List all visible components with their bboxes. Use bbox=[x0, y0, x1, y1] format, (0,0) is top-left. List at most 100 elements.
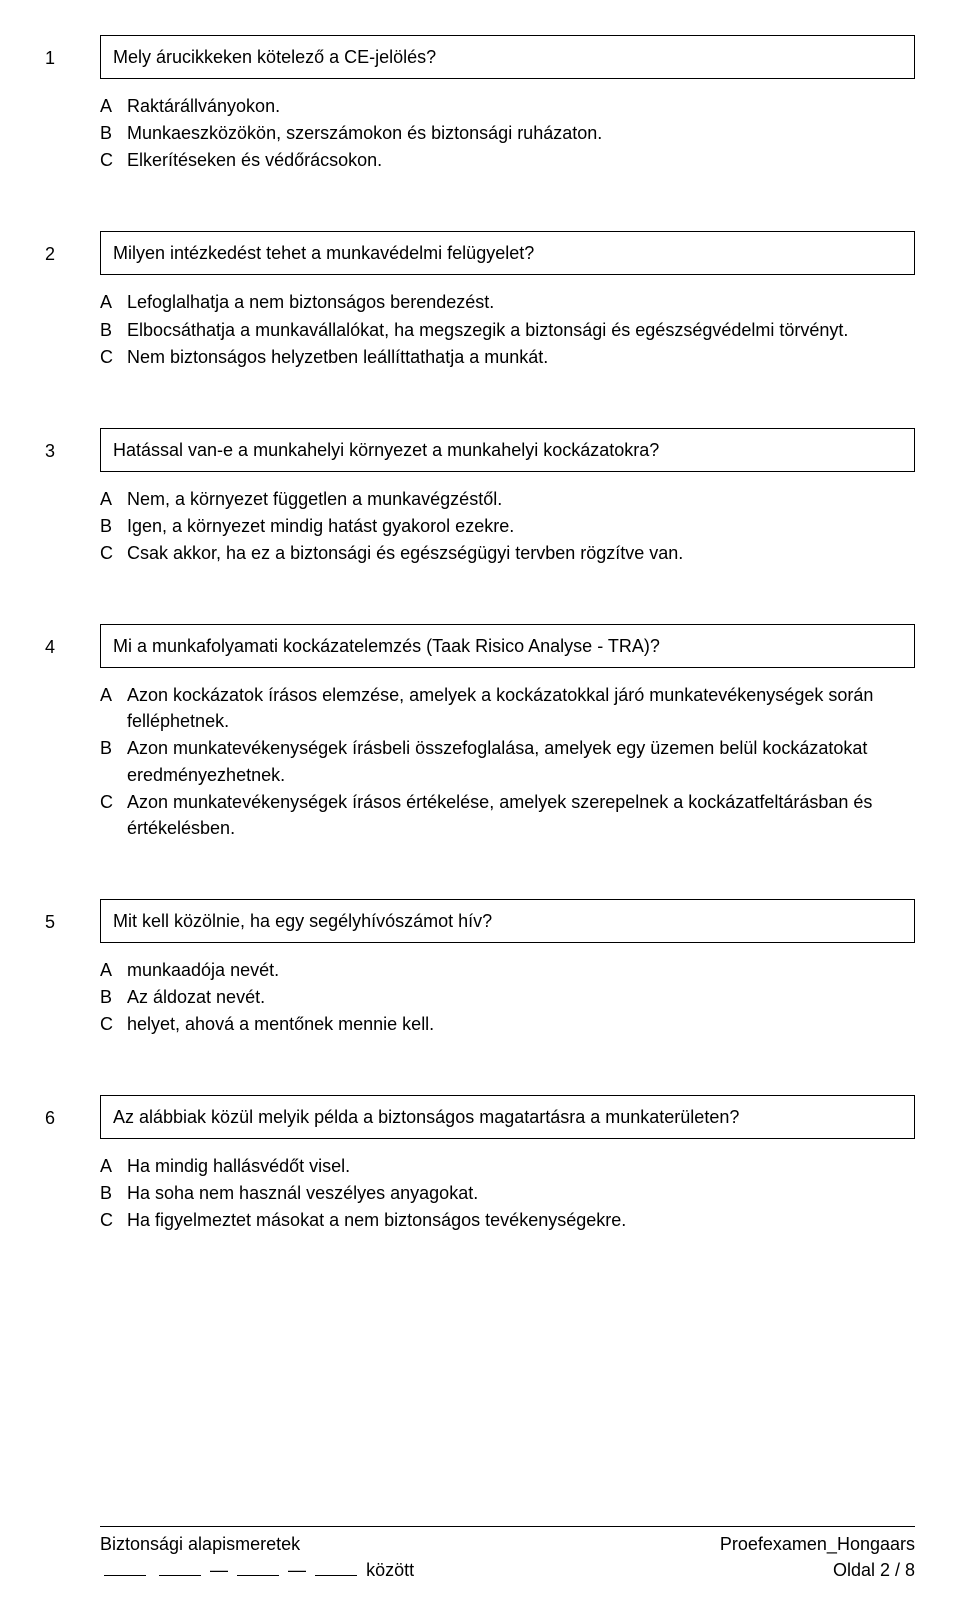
option-text: Munkaeszközökön, szerszámokon és biztons… bbox=[127, 120, 915, 146]
option-text: Az áldozat nevét. bbox=[127, 984, 915, 1010]
question-block: 1 Mely árucikkeken kötelező a CE-jelölés… bbox=[45, 35, 915, 173]
option-text: Azon munkatevékenységek írásbeli összefo… bbox=[127, 735, 915, 787]
option-letter: B bbox=[100, 513, 127, 539]
question-row: 6 Az alábbiak közül melyik példa a bizto… bbox=[45, 1095, 915, 1139]
option-row: A Nem, a környezet független a munkavégz… bbox=[100, 486, 915, 512]
option-row: C Azon munkatevékenységek írásos értékel… bbox=[100, 789, 915, 841]
footer-content: Biztonsági alapismeretek ― ― között Proe… bbox=[100, 1531, 915, 1583]
option-text: Nem, a környezet független a munkavégzés… bbox=[127, 486, 915, 512]
option-text: Ha soha nem használ veszélyes anyagokat. bbox=[127, 1180, 915, 1206]
footer-subject: Biztonsági alapismeretek bbox=[100, 1531, 414, 1557]
option-letter: B bbox=[100, 317, 127, 343]
blank-field bbox=[104, 1558, 146, 1576]
question-number: 2 bbox=[45, 231, 100, 267]
option-letter: A bbox=[100, 289, 127, 315]
footer-right: Proefexamen_Hongaars Oldal 2 / 8 bbox=[720, 1531, 915, 1583]
option-row: B Elbocsáthatja a munkavállalókat, ha me… bbox=[100, 317, 915, 343]
option-row: B Ha soha nem használ veszélyes anyagoka… bbox=[100, 1180, 915, 1206]
option-row: C Nem biztonságos helyzetben leállíttath… bbox=[100, 344, 915, 370]
options-list: A munkaadója nevét. B Az áldozat nevét. … bbox=[100, 957, 915, 1037]
footer-exam-name: Proefexamen_Hongaars bbox=[720, 1531, 915, 1557]
option-letter: C bbox=[100, 1207, 127, 1233]
option-text: Nem biztonságos helyzetben leállíttathat… bbox=[127, 344, 915, 370]
option-text: munkaadója nevét. bbox=[127, 957, 915, 983]
question-text: Mi a munkafolyamati kockázatelemzés (Taa… bbox=[113, 636, 660, 656]
question-number: 1 bbox=[45, 35, 100, 71]
footer-page-number: Oldal 2 / 8 bbox=[720, 1557, 915, 1583]
option-text: Elkerítéseken és védőrácsokon. bbox=[127, 147, 915, 173]
option-row: C helyet, ahová a mentőnek mennie kell. bbox=[100, 1011, 915, 1037]
options-list: A Nem, a környezet független a munkavégz… bbox=[100, 486, 915, 566]
question-text: Milyen intézkedést tehet a munkavédelmi … bbox=[113, 243, 534, 263]
option-text: Azon munkatevékenységek írásos értékelés… bbox=[127, 789, 915, 841]
footer-divider bbox=[100, 1526, 915, 1527]
option-row: A Ha mindig hallásvédőt visel. bbox=[100, 1153, 915, 1179]
option-text: helyet, ahová a mentőnek mennie kell. bbox=[127, 1011, 915, 1037]
options-list: A Lefoglalhatja a nem biztonságos berend… bbox=[100, 289, 915, 369]
option-letter: B bbox=[100, 120, 127, 146]
question-text-box: Mi a munkafolyamati kockázatelemzés (Taa… bbox=[100, 624, 915, 668]
option-letter: C bbox=[100, 1011, 127, 1037]
blank-field bbox=[237, 1558, 279, 1576]
option-text: Csak akkor, ha ez a biztonsági és egészs… bbox=[127, 540, 915, 566]
page-container: 1 Mely árucikkeken kötelező a CE-jelölés… bbox=[0, 0, 960, 1611]
question-block: 2 Milyen intézkedést tehet a munkavédelm… bbox=[45, 231, 915, 369]
question-row: 4 Mi a munkafolyamati kockázatelemzés (T… bbox=[45, 624, 915, 668]
blank-field bbox=[159, 1558, 201, 1576]
question-row: 5 Mit kell közölnie, ha egy segélyhívósz… bbox=[45, 899, 915, 943]
option-row: A Azon kockázatok írásos elemzése, amely… bbox=[100, 682, 915, 734]
option-row: C Ha figyelmeztet másokat a nem biztonsá… bbox=[100, 1207, 915, 1233]
option-letter: A bbox=[100, 682, 127, 708]
page-footer: Biztonsági alapismeretek ― ― között Proe… bbox=[45, 1526, 915, 1583]
footer-left: Biztonsági alapismeretek ― ― között bbox=[100, 1531, 414, 1583]
option-letter: B bbox=[100, 1180, 127, 1206]
option-text: Igen, a környezet mindig hatást gyakorol… bbox=[127, 513, 915, 539]
option-row: A Lefoglalhatja a nem biztonságos berend… bbox=[100, 289, 915, 315]
option-letter: B bbox=[100, 735, 127, 761]
question-number: 6 bbox=[45, 1095, 100, 1131]
option-letter: A bbox=[100, 93, 127, 119]
option-letter: C bbox=[100, 344, 127, 370]
option-row: B Munkaeszközökön, szerszámokon és bizto… bbox=[100, 120, 915, 146]
question-number: 4 bbox=[45, 624, 100, 660]
question-block: 6 Az alábbiak közül melyik példa a bizto… bbox=[45, 1095, 915, 1233]
options-list: A Ha mindig hallásvédőt visel. B Ha soha… bbox=[100, 1153, 915, 1233]
option-text: Ha figyelmeztet másokat a nem biztonságo… bbox=[127, 1207, 915, 1233]
question-text: Hatással van-e a munkahelyi környezet a … bbox=[113, 440, 659, 460]
option-row: A Raktárállványokon. bbox=[100, 93, 915, 119]
options-list: A Raktárállványokon. B Munkaeszközökön, … bbox=[100, 93, 915, 173]
option-row: C Elkerítéseken és védőrácsokon. bbox=[100, 147, 915, 173]
option-text: Raktárállványokon. bbox=[127, 93, 915, 119]
option-letter: C bbox=[100, 789, 127, 815]
question-block: 4 Mi a munkafolyamati kockázatelemzés (T… bbox=[45, 624, 915, 841]
question-text: Az alábbiak közül melyik példa a biztons… bbox=[113, 1107, 739, 1127]
option-letter: A bbox=[100, 957, 127, 983]
option-row: B Az áldozat nevét. bbox=[100, 984, 915, 1010]
option-text: Azon kockázatok írásos elemzése, amelyek… bbox=[127, 682, 915, 734]
question-row: 2 Milyen intézkedést tehet a munkavédelm… bbox=[45, 231, 915, 275]
question-text-box: Hatással van-e a munkahelyi környezet a … bbox=[100, 428, 915, 472]
question-block: 5 Mit kell közölnie, ha egy segélyhívósz… bbox=[45, 899, 915, 1037]
option-text: Elbocsáthatja a munkavállalókat, ha megs… bbox=[127, 317, 915, 343]
options-list: A Azon kockázatok írásos elemzése, amely… bbox=[100, 682, 915, 841]
question-text-box: Az alábbiak közül melyik példa a biztons… bbox=[100, 1095, 915, 1139]
option-letter: C bbox=[100, 147, 127, 173]
question-number: 3 bbox=[45, 428, 100, 464]
option-row: A munkaadója nevét. bbox=[100, 957, 915, 983]
blank-field bbox=[315, 1558, 357, 1576]
question-row: 1 Mely árucikkeken kötelező a CE-jelölés… bbox=[45, 35, 915, 79]
option-letter: B bbox=[100, 984, 127, 1010]
question-text-box: Milyen intézkedést tehet a munkavédelmi … bbox=[100, 231, 915, 275]
option-letter: A bbox=[100, 1153, 127, 1179]
question-text: Mit kell közölnie, ha egy segélyhívószám… bbox=[113, 911, 492, 931]
option-text: Lefoglalhatja a nem biztonságos berendez… bbox=[127, 289, 915, 315]
option-row: B Igen, a környezet mindig hatást gyakor… bbox=[100, 513, 915, 539]
question-number: 5 bbox=[45, 899, 100, 935]
option-letter: C bbox=[100, 540, 127, 566]
question-text-box: Mit kell közölnie, ha egy segélyhívószám… bbox=[100, 899, 915, 943]
option-row: B Azon munkatevékenységek írásbeli össze… bbox=[100, 735, 915, 787]
option-row: C Csak akkor, ha ez a biztonsági és egés… bbox=[100, 540, 915, 566]
question-row: 3 Hatással van-e a munkahelyi környezet … bbox=[45, 428, 915, 472]
footer-between-word: között bbox=[366, 1560, 414, 1580]
question-text: Mely árucikkeken kötelező a CE-jelölés? bbox=[113, 47, 436, 67]
